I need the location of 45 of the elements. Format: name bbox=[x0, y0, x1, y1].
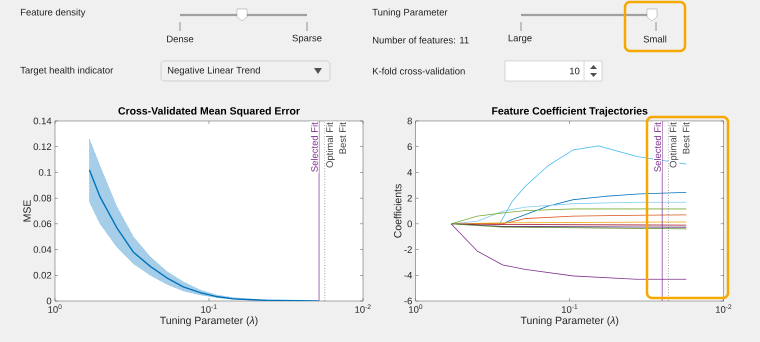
y-tick-label: -4 bbox=[404, 272, 412, 279]
ref-line-label: Optimal Fit bbox=[669, 122, 678, 168]
y-tick-label: 0.04 bbox=[34, 246, 52, 253]
y-tick-label: 0.06 bbox=[34, 220, 52, 228]
y-tick-label: 0 bbox=[407, 220, 412, 228]
x-tick-label: 10$^{-2}$ bbox=[355, 304, 371, 313]
y-tick-label: 0.1 bbox=[38, 169, 52, 176]
y-tick-label: 0.02 bbox=[34, 272, 52, 279]
ref-line-label: Selected Fit bbox=[310, 122, 318, 172]
text: Feature density bbox=[20, 8, 86, 18]
x-tick-label: 10$^{-1}$ bbox=[562, 304, 578, 313]
ref-line-label: Selected Fit bbox=[654, 122, 661, 172]
text: Small bbox=[644, 36, 666, 42]
text: Dense bbox=[167, 36, 194, 42]
y-tick-label: -6 bbox=[404, 298, 412, 304]
annotation: Best Fit bbox=[339, 122, 346, 154]
y-tick-label: -2 bbox=[404, 246, 412, 253]
y-tick-label: 0.14 bbox=[34, 118, 52, 124]
x-tick-label: 10$^{0}$ bbox=[48, 304, 62, 313]
text: Large bbox=[508, 34, 532, 44]
y-tick-label: 0.08 bbox=[34, 194, 52, 202]
annotation: Best Fit bbox=[682, 122, 690, 154]
y-tick-label: 2 bbox=[408, 194, 412, 202]
x-tick-label: 10$^{0}$ bbox=[409, 304, 422, 313]
y-tick-label: 8 bbox=[407, 118, 412, 124]
y-axis-title: MSE bbox=[23, 200, 31, 222]
text: Sparse bbox=[292, 34, 322, 44]
y-axis-title: Coefficients bbox=[394, 184, 402, 238]
text: Negative Linear Trend bbox=[168, 66, 260, 76]
chart-title: Cross-Validated Mean Squared Error bbox=[118, 106, 300, 117]
ref-line-label: Optimal Fit bbox=[326, 122, 335, 168]
text: K-fold cross-validation bbox=[372, 68, 465, 74]
text: Number of features: 11 bbox=[372, 36, 469, 44]
y-tick-label: 6 bbox=[408, 143, 412, 150]
y-tick-label: 4 bbox=[407, 169, 412, 176]
x-axis-title: Tuning Parameter (λ) bbox=[520, 316, 618, 326]
y-tick-label: 0.12 bbox=[34, 143, 52, 150]
text: 10 bbox=[570, 68, 580, 74]
x-axis-title: Tuning Parameter (λ) bbox=[160, 316, 258, 326]
y-tick-label: 0 bbox=[46, 298, 52, 304]
x-tick-label: 10$^{-2}$ bbox=[716, 304, 732, 313]
x-tick-label: 10$^{-1}$ bbox=[201, 304, 217, 313]
text: Target health indicator bbox=[20, 66, 114, 76]
text: Tuning Parameter bbox=[372, 8, 448, 18]
chart-title: Feature Coefficient Trajectories bbox=[492, 106, 648, 117]
